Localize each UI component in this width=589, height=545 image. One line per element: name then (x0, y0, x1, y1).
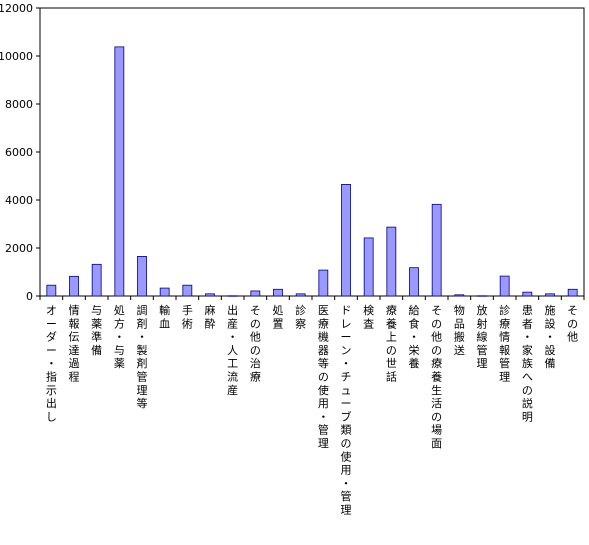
bar (273, 288, 283, 297)
bar (91, 263, 102, 297)
bar (250, 290, 261, 297)
category-label: オーダー・指示出し (46, 304, 57, 423)
category-label: 物品搬送 (454, 303, 465, 357)
category-label: 検査 (363, 303, 374, 330)
bar (386, 226, 397, 297)
category-label: 与薬準備 (91, 304, 102, 357)
bar (69, 275, 79, 297)
category-label: 療養上の世話 (386, 303, 397, 384)
bar (477, 295, 487, 297)
bar (409, 267, 419, 297)
category-label: その他の治療 (250, 304, 261, 384)
category-label: 処置 (273, 304, 284, 330)
bar (454, 294, 465, 297)
category-label: 出産・人工流産 (227, 303, 238, 397)
bar (363, 237, 374, 297)
category-label: 情報伝達過程 (69, 304, 80, 384)
bar (567, 288, 578, 297)
y-tick-label: 2000 (5, 242, 33, 255)
category-label: 手術 (182, 303, 193, 330)
bar (545, 293, 555, 297)
bar (114, 46, 125, 297)
category-label: 診察 (295, 303, 306, 330)
bar (499, 275, 510, 297)
bar (46, 284, 57, 297)
category-label: 放射線管理 (477, 303, 488, 370)
bars (46, 46, 578, 297)
bar (182, 284, 193, 297)
bar (205, 293, 215, 297)
bar (227, 295, 238, 297)
category-label: 処方・与薬 (114, 304, 125, 370)
bar (137, 255, 147, 297)
category-label: 医療機器等の使用・管理 (318, 304, 329, 450)
y-tick-label: 6000 (5, 146, 33, 159)
bar (318, 269, 329, 297)
bar (522, 291, 533, 297)
category-label: 施設・設備 (545, 304, 556, 370)
category-label: 診療情報管理 (499, 303, 510, 384)
bar (295, 293, 306, 297)
bar (341, 183, 351, 297)
y-tick-label: 10000 (0, 50, 33, 63)
category-label: 輸血 (159, 303, 170, 330)
category-label: 患者・家族への説明 (522, 304, 533, 423)
bar (159, 287, 170, 297)
category-label: 麻酔 (205, 303, 216, 330)
y-tick-label: 4000 (5, 194, 33, 207)
bar (431, 203, 442, 297)
x-axis (39, 296, 585, 300)
y-tick-label: 8000 (5, 98, 33, 111)
y-tick-label: 0 (26, 290, 33, 303)
y-axis: 0 2000 4000 6000 8000 10000 12000 (0, 2, 585, 303)
category-label: 給食・栄養 (409, 303, 420, 370)
category-label: 調剤・製剤管理等 (137, 303, 148, 410)
category-label: その他の療養生活の場面 (431, 304, 442, 450)
category-label: ドレーン・チューブ類の使用・管理 (341, 304, 352, 517)
category-label: その他 (567, 304, 578, 344)
y-tick-label: 12000 (0, 2, 33, 15)
